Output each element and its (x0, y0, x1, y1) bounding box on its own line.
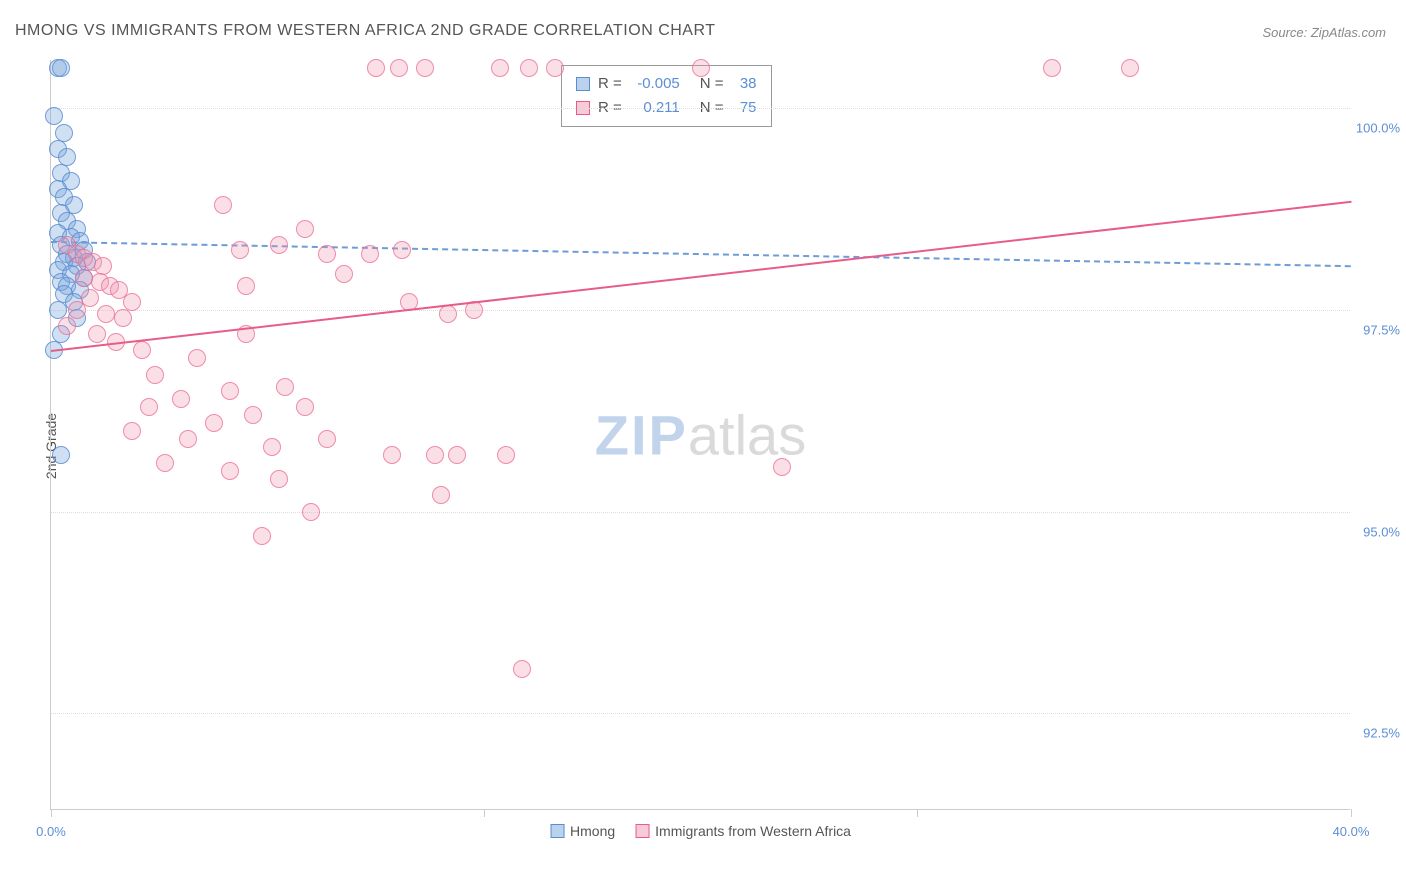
data-point (58, 317, 76, 335)
legend-label-hmong: Hmong (570, 823, 615, 839)
data-point (49, 301, 67, 319)
data-point (253, 527, 271, 545)
data-point (133, 341, 151, 359)
data-point (361, 245, 379, 263)
data-point (221, 382, 239, 400)
swatch-blue (576, 77, 590, 91)
data-point (439, 305, 457, 323)
xtick-label: 0.0% (36, 824, 66, 839)
stats-n-blue: 38 (732, 72, 757, 96)
data-point (231, 241, 249, 259)
stats-r-label: R = (598, 72, 622, 96)
gridline (51, 713, 1350, 714)
watermark: ZIPatlas (595, 402, 806, 467)
data-point (296, 398, 314, 416)
stats-r-blue: -0.005 (630, 72, 680, 96)
data-point (94, 257, 112, 275)
data-point (237, 277, 255, 295)
legend: Hmong Immigrants from Western Africa (550, 823, 851, 839)
data-point (393, 241, 411, 259)
data-point (318, 430, 336, 448)
data-point (221, 462, 239, 480)
data-point (146, 366, 164, 384)
ytick-label: 97.5% (1355, 323, 1400, 338)
legend-label-wafrica: Immigrants from Western Africa (655, 823, 851, 839)
data-point (205, 414, 223, 432)
data-point (172, 390, 190, 408)
source-attribution: Source: ZipAtlas.com (1262, 25, 1386, 40)
watermark-atlas: atlas (688, 403, 806, 466)
gridline (51, 108, 1350, 109)
data-point (263, 438, 281, 456)
data-point (546, 59, 564, 77)
data-point (68, 301, 86, 319)
data-point (390, 59, 408, 77)
data-point (318, 245, 336, 263)
data-point (270, 236, 288, 254)
gridline (51, 512, 1350, 513)
data-point (88, 325, 106, 343)
plot-area: ZIPatlas R = -0.005 N = 38 R = 0.211 N =… (50, 60, 1350, 810)
data-point (296, 220, 314, 238)
data-point (97, 305, 115, 323)
xtick (1351, 809, 1352, 817)
data-point (692, 59, 710, 77)
xtick (484, 809, 485, 817)
data-point (1043, 59, 1061, 77)
data-point (491, 59, 509, 77)
data-point (140, 398, 158, 416)
legend-swatch-pink (635, 824, 649, 838)
ytick-label: 95.0% (1355, 524, 1400, 539)
data-point (276, 378, 294, 396)
data-point (52, 59, 70, 77)
data-point (75, 269, 93, 287)
data-point (773, 458, 791, 476)
xtick-label: 40.0% (1333, 824, 1370, 839)
data-point (188, 349, 206, 367)
data-point (432, 486, 450, 504)
data-point (497, 446, 515, 464)
data-point (1121, 59, 1139, 77)
data-point (426, 446, 444, 464)
ytick-label: 92.5% (1355, 726, 1400, 741)
data-point (302, 503, 320, 521)
data-point (270, 470, 288, 488)
data-point (513, 660, 531, 678)
gridline (51, 310, 1350, 311)
xtick (917, 809, 918, 817)
legend-item-wafrica: Immigrants from Western Africa (635, 823, 851, 839)
data-point (335, 265, 353, 283)
stats-box: R = -0.005 N = 38 R = 0.211 N = 75 (561, 65, 772, 127)
data-point (45, 107, 63, 125)
data-point (123, 422, 141, 440)
data-point (244, 406, 262, 424)
data-point (367, 59, 385, 77)
xtick (51, 809, 52, 817)
data-point (416, 59, 434, 77)
data-point (52, 446, 70, 464)
data-point (179, 430, 197, 448)
data-point (114, 309, 132, 327)
data-point (123, 293, 141, 311)
ytick-label: 100.0% (1355, 121, 1400, 136)
data-point (448, 446, 466, 464)
chart-title: HMONG VS IMMIGRANTS FROM WESTERN AFRICA … (15, 22, 716, 40)
stats-row-hmong: R = -0.005 N = 38 (576, 72, 757, 96)
legend-swatch-blue (550, 824, 564, 838)
data-point (156, 454, 174, 472)
watermark-zip: ZIP (595, 403, 688, 466)
data-point (383, 446, 401, 464)
data-point (214, 196, 232, 214)
legend-item-hmong: Hmong (550, 823, 615, 839)
data-point (520, 59, 538, 77)
